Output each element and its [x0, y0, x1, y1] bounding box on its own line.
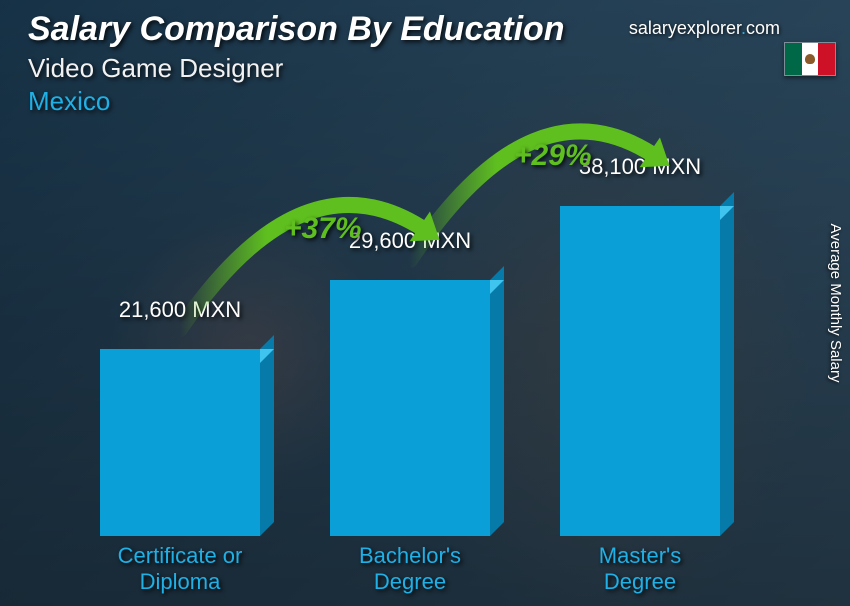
source-prefix: salaryexplorer: [629, 18, 741, 38]
header: Salary Comparison By Education Video Gam…: [28, 10, 565, 117]
mexico-flag-icon: [784, 42, 836, 76]
chart-location: Mexico: [28, 86, 565, 117]
increase-arrow: [60, 150, 790, 536]
source-attribution: salaryexplorer.com: [629, 18, 780, 39]
chart-title: Salary Comparison By Education: [28, 10, 565, 49]
bar-category-label: Master'sDegree: [540, 543, 740, 594]
y-axis-label: Average Monthly Salary: [827, 224, 844, 383]
increase-pct-label: +29%: [514, 139, 592, 173]
source-suffix: com: [746, 18, 780, 38]
chart-area: 21,600 MXNCertificate orDiploma29,600 MX…: [60, 150, 790, 536]
bar-category-label: Bachelor'sDegree: [310, 543, 510, 594]
bar-category-label: Certificate orDiploma: [80, 543, 280, 594]
chart-subtitle: Video Game Designer: [28, 53, 565, 84]
